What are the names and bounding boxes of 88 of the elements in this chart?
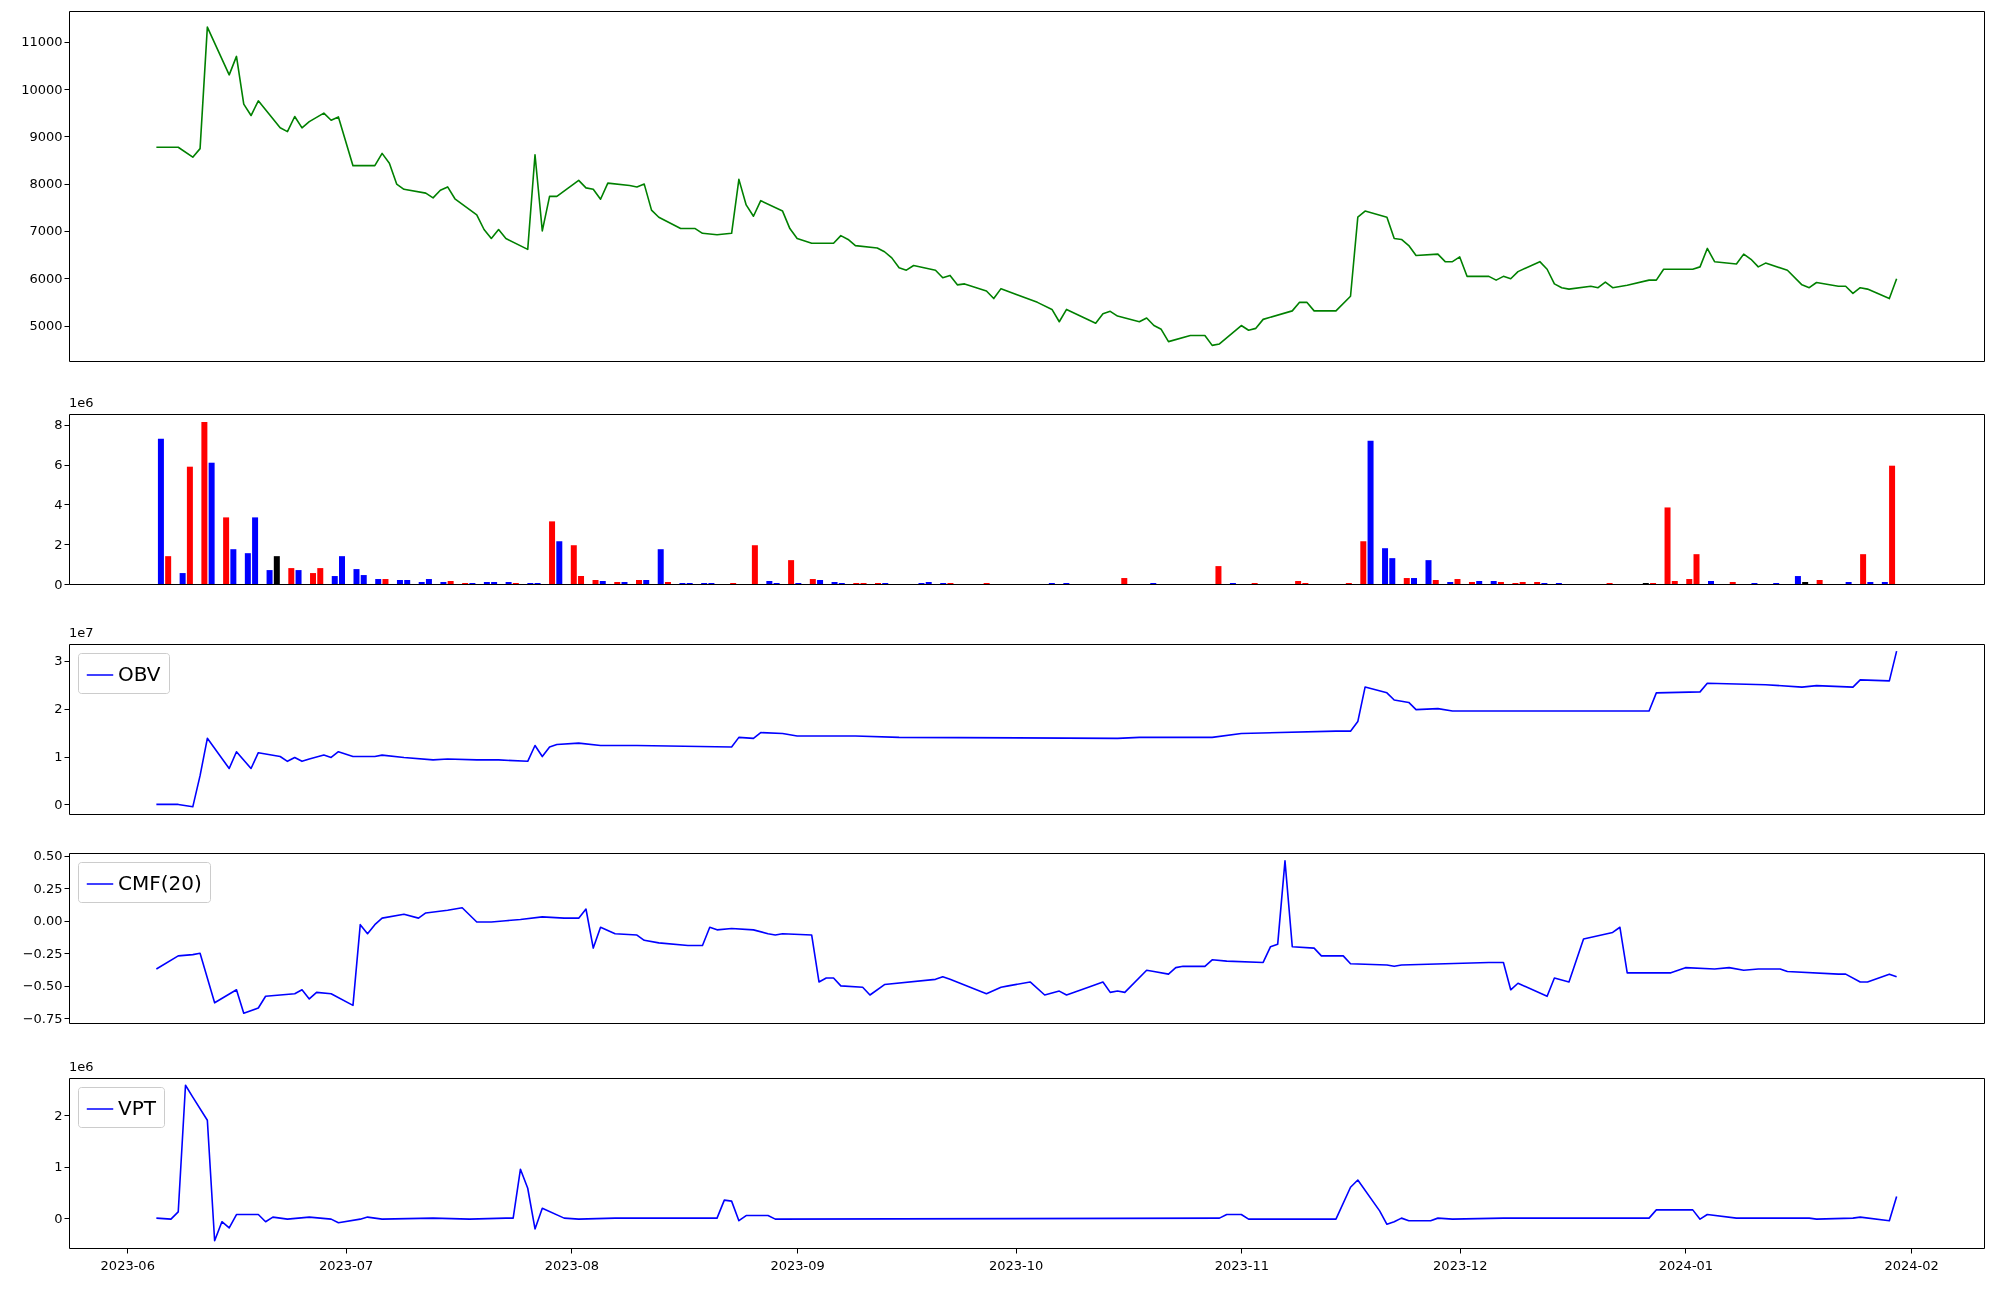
legend-label: OBV xyxy=(118,662,161,686)
y-tick-label: 2 xyxy=(54,701,63,717)
bar xyxy=(1454,579,1461,584)
y-tick-label: −0.75 xyxy=(22,1010,63,1026)
legend-label: VPT xyxy=(118,1096,157,1120)
y-tick-label: 11000 xyxy=(21,34,63,50)
line-series xyxy=(155,1084,1898,1242)
text: 1e6 xyxy=(69,395,94,410)
y-tick-label: 9000 xyxy=(29,128,63,144)
y-tick-label: 1 xyxy=(54,1159,63,1175)
bar xyxy=(208,462,215,584)
bar xyxy=(1403,578,1410,584)
y-tick-label: 0 xyxy=(54,576,63,592)
bar xyxy=(288,568,295,584)
bar xyxy=(549,521,556,584)
bar xyxy=(1215,566,1222,584)
bar xyxy=(230,549,237,584)
bar xyxy=(788,560,795,584)
x-tick-label: 2023-11 xyxy=(1214,1257,1269,1273)
bar xyxy=(751,545,758,584)
bar xyxy=(295,570,302,584)
x-tick-label: 2024-01 xyxy=(1658,1257,1714,1273)
bar xyxy=(1476,581,1483,584)
text: 1e6 xyxy=(69,1059,94,1074)
y-tick-label: 0 xyxy=(54,796,63,812)
bar xyxy=(592,580,599,584)
x-tick-label: 2023-07 xyxy=(319,1257,374,1273)
bar xyxy=(1432,580,1439,584)
bar xyxy=(360,575,367,584)
bar xyxy=(1708,581,1714,584)
bar xyxy=(599,581,606,584)
bar xyxy=(1889,465,1896,584)
bar xyxy=(657,549,664,584)
bar xyxy=(556,541,563,584)
y-tick-label: 0.25 xyxy=(33,880,63,896)
bar xyxy=(1360,541,1367,584)
x-tick-label: 2023-09 xyxy=(770,1257,825,1273)
bar xyxy=(186,466,193,584)
bar xyxy=(1816,580,1823,584)
bar xyxy=(157,438,164,584)
x-tick-label: 2023-06 xyxy=(100,1257,155,1273)
y-tick-label: −0.25 xyxy=(22,945,63,961)
x-tick-label: 2023-08 xyxy=(544,1257,600,1273)
bar xyxy=(223,517,230,584)
y-tick-label: 5000 xyxy=(29,318,63,334)
bar xyxy=(447,581,454,584)
y-tick-label: 0.50 xyxy=(33,848,63,864)
bar xyxy=(382,579,389,584)
bar xyxy=(809,579,816,584)
bar xyxy=(179,573,186,584)
bar xyxy=(1794,576,1801,584)
y-tick-label: 0.00 xyxy=(33,913,63,929)
x-tick-label: 2023-12 xyxy=(1433,1257,1488,1273)
y-tick-label: 7000 xyxy=(29,223,63,239)
bar xyxy=(1490,581,1497,584)
bar xyxy=(266,570,273,584)
y-tick-label: 6000 xyxy=(29,270,63,286)
bar xyxy=(1411,578,1418,584)
y-tick-label: 8 xyxy=(54,417,63,433)
y-tick-label: 1 xyxy=(54,749,63,765)
y-tick-label: 8000 xyxy=(29,176,63,192)
y-tick-label: 6 xyxy=(54,457,63,473)
bar xyxy=(165,556,172,584)
bar xyxy=(1367,440,1374,584)
bar xyxy=(766,581,773,584)
y-tick-label: 10000 xyxy=(21,81,63,97)
bar xyxy=(1686,579,1693,584)
bar xyxy=(1693,554,1700,584)
bar xyxy=(1121,578,1128,584)
y-tick-label: 2 xyxy=(54,536,63,552)
y-tick-label: 0 xyxy=(54,1210,63,1226)
y-tick-label: 4 xyxy=(54,496,63,512)
y-tick-label: 2 xyxy=(54,1107,63,1123)
legend-label: CMF(20) xyxy=(118,871,202,895)
bar xyxy=(353,569,360,584)
bar xyxy=(375,579,382,584)
x-tick-label: 2023-10 xyxy=(988,1257,1044,1273)
bar xyxy=(1860,554,1867,584)
y-tick-label: 3 xyxy=(54,653,63,669)
line-series xyxy=(155,26,1898,347)
x-tick-label: 2024-02 xyxy=(1884,1257,1939,1273)
bar xyxy=(1425,560,1432,584)
bar xyxy=(643,580,650,584)
text: 1e7 xyxy=(69,625,94,640)
bar xyxy=(817,580,824,584)
bar xyxy=(635,580,642,584)
bar xyxy=(201,421,208,584)
y-tick-label: −0.50 xyxy=(22,978,63,994)
